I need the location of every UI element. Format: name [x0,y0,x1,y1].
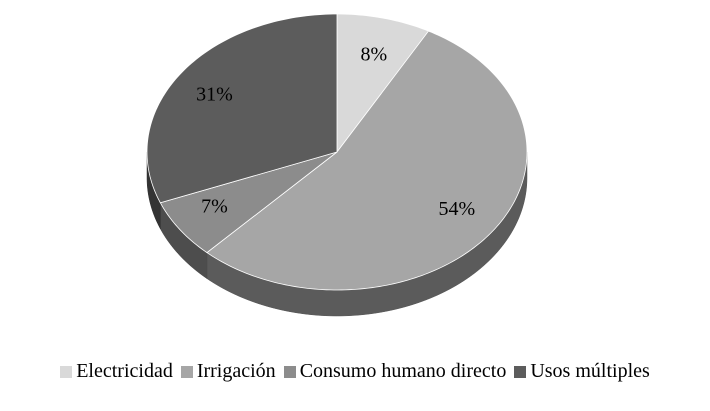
legend-item: Usos múltiples [514,360,650,383]
legend-item: Consumo humano directo [283,360,507,383]
legend-label: Usos múltiples [530,360,650,382]
data-label: 54% [439,198,476,220]
data-label: 7% [201,195,228,217]
pie-plot: 8% 54% 7% 31% [146,13,528,317]
legend-item: Irrigación [180,360,276,383]
legend-swatch [60,365,73,378]
slice [336,13,430,154]
legend-item: Electricidad [60,360,173,383]
legend-label: Consumo humano directo [299,360,507,382]
legend-swatch [283,365,296,378]
legend-swatch [514,365,527,378]
legend-label: Irrigación [196,360,276,382]
slice [159,151,338,254]
legend-label: Electricidad [76,360,173,382]
slice [146,13,338,204]
legend-swatch [180,365,193,378]
data-label: 31% [196,84,233,106]
slice [206,30,528,291]
legend: Electricidad Irrigación Consumo humano dir… [0,360,710,383]
data-label: 8% [361,43,388,65]
